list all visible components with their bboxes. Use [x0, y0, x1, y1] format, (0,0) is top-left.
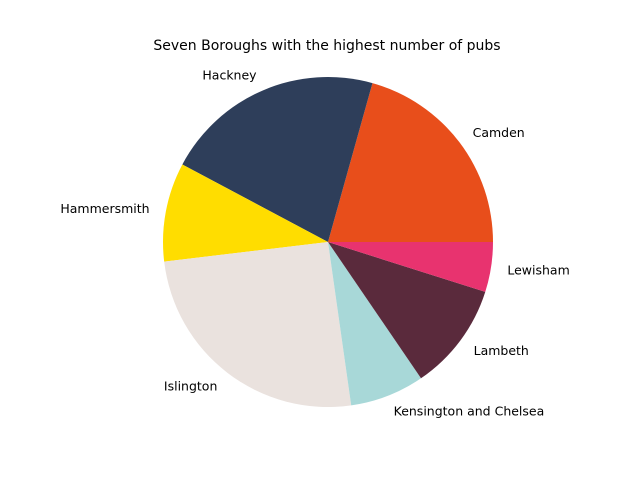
pie-slice-hackney	[182, 77, 373, 242]
chart-title: Seven Boroughs with the highest number o…	[153, 38, 500, 54]
pie-label-hackney: Hackney	[202, 68, 257, 83]
pie-slice-kensington-and-chelsea	[328, 242, 422, 406]
pie-label-kensington-and-chelsea: Kensington and Chelsea	[394, 404, 545, 419]
pie-label-lewisham: Lewisham	[507, 262, 569, 277]
pie-slice-hammersmith	[163, 164, 328, 262]
pie-label-lambeth: Lambeth	[474, 343, 529, 358]
pie-slice-lambeth	[328, 242, 486, 379]
pie-slice-camden	[328, 83, 493, 242]
pie-slices	[163, 77, 493, 407]
pie-label-camden: Camden	[473, 125, 525, 140]
pie-label-hammersmith: Hammersmith	[60, 201, 149, 216]
pie-slice-lewisham	[328, 242, 493, 292]
pie-slice-islington	[164, 242, 352, 407]
pie-labels: Camden Hackney Hammersmith Islington Kensing…	[60, 68, 569, 419]
pie-label-islington: Islington	[164, 378, 217, 393]
